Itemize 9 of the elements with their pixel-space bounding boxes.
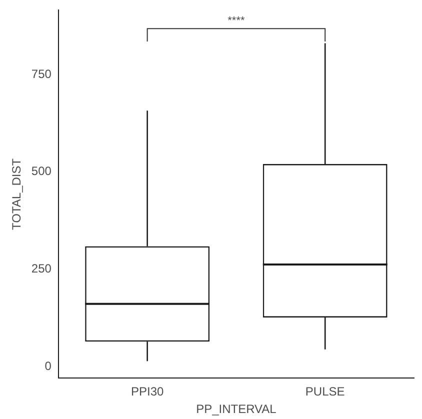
- x-axis-title: PP_INTERVAL: [196, 402, 277, 416]
- y-tick-label: 250: [31, 261, 52, 276]
- y-tick-label: 750: [31, 66, 52, 81]
- x-tick-label: PPI30: [130, 384, 164, 399]
- y-axis-title: TOTAL_DIST: [10, 158, 24, 230]
- y-tick-label: 0: [44, 358, 52, 373]
- annotation: ****: [228, 15, 246, 28]
- y-tick-label: 500: [31, 164, 52, 178]
- x-tick-label: PULSE: [305, 384, 345, 399]
